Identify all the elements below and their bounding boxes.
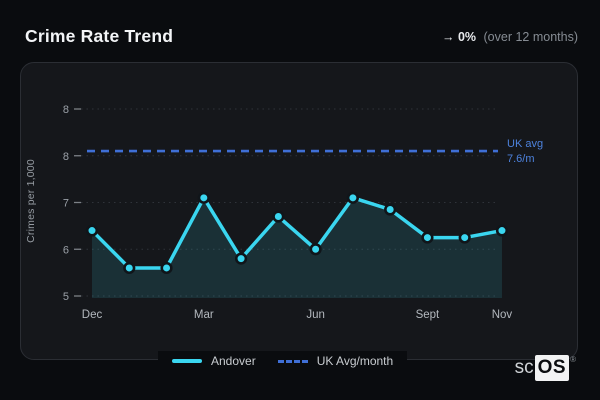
legend-item-uk-avg[interactable]: UK Avg/month: [277, 354, 394, 368]
chart-legend: Andover UK Avg/month: [158, 351, 408, 371]
data-point[interactable]: [160, 261, 173, 275]
chart-card: Crimes per 1,000 8 8 7 6 5 Dec Mar Jun Sept Nov UK…: [20, 62, 578, 360]
data-point[interactable]: [384, 203, 397, 216]
series-line: [90, 196, 504, 270]
legend-label: UK Avg/month: [316, 354, 394, 368]
dashed-line-swatch-icon: [277, 359, 308, 363]
solid-line-swatch-icon: [172, 359, 202, 363]
x-tick-label: Jun: [306, 309, 325, 321]
series-area: [92, 197, 502, 298]
data-point[interactable]: [85, 224, 99, 237]
data-point[interactable]: [458, 231, 471, 244]
data-point[interactable]: [309, 243, 322, 256]
data-point[interactable]: [234, 252, 248, 265]
y-tick-label: 5: [63, 291, 69, 303]
data-point[interactable]: [123, 261, 136, 275]
y-tick-label: 8: [63, 151, 69, 163]
x-tick-label: Mar: [194, 309, 214, 321]
trend-value: 0%: [457, 30, 477, 44]
data-point[interactable]: [421, 231, 434, 244]
x-tick-label: Nov: [492, 309, 513, 321]
data-point[interactable]: [272, 210, 285, 223]
trend-period-note: (over 12 months): [483, 30, 578, 44]
logo-box: OS: [534, 355, 570, 381]
y-tick-label: 7: [63, 198, 69, 210]
logo-prefix: sc: [514, 357, 534, 378]
uk-avg-annotation: UK avg: [507, 138, 543, 150]
page-title: Crime Rate Trend: [25, 26, 174, 46]
trend-summary: → 0% (over 12 months): [442, 30, 578, 44]
trend-arrow-icon: →: [441, 30, 455, 44]
y-tick-label: 8: [63, 104, 69, 116]
x-tick-label: Sept: [416, 309, 440, 321]
uk-avg-annotation: 7.6/m: [507, 153, 535, 165]
registered-mark: ®: [570, 355, 576, 364]
y-tick-label: 6: [63, 244, 69, 256]
data-point[interactable]: [197, 191, 210, 204]
chart-canvas[interactable]: 8 8 7 6 5 Dec Mar Jun Sept Nov UK avg 7.6/m: [21, 63, 579, 361]
data-point[interactable]: [495, 224, 509, 237]
x-tick-label: Dec: [82, 309, 103, 321]
legend-item-andover[interactable]: Andover: [172, 354, 256, 368]
scos-logo: sc OS ®: [515, 355, 576, 381]
data-point[interactable]: [346, 191, 359, 204]
legend-label: Andover: [211, 354, 256, 368]
